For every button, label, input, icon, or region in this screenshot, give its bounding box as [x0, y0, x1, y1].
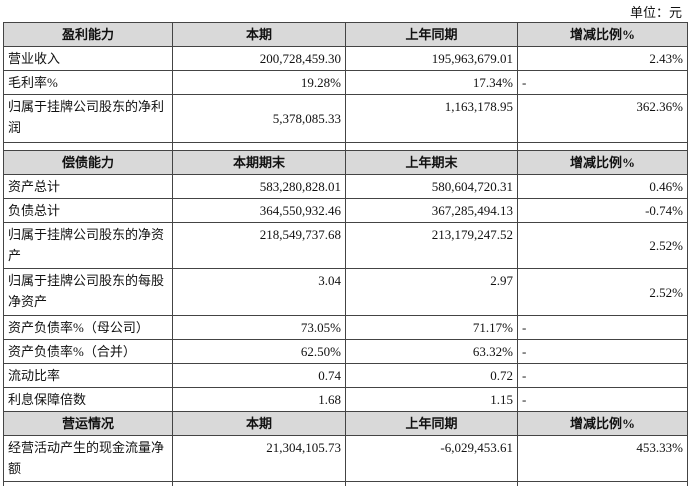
value-cell: - — [517, 70, 688, 95]
spacer-cell — [172, 481, 346, 486]
financial-table: 盈利能力 本期 上年同期 增减比例% 营业收入 200,728,459.30 195,963… — [3, 22, 688, 486]
header-cell: 增减比例% — [517, 411, 688, 436]
value-cell: 2.97 — [345, 268, 518, 316]
data-row: 负债总计 364,550,932.46 367,285,494.13 -0.74% — [3, 198, 688, 223]
data-row: 利息保障倍数 1.68 1.15- — [3, 387, 688, 412]
spacer-cell — [3, 142, 173, 151]
header-cell: 偿债能力 — [3, 150, 173, 175]
value-cell: - — [517, 339, 688, 364]
value-cell: 19.28% — [172, 70, 346, 95]
section-header-row: 偿债能力 本期期末 上年期末 增减比例% — [3, 150, 688, 175]
spacer-cell — [517, 481, 688, 486]
value-cell: 218,549,737.68 — [172, 222, 346, 269]
value-cell: 0.72 — [345, 363, 518, 388]
header-cell: 上年同期 — [345, 22, 518, 47]
value-cell: 1,163,178.95 — [345, 94, 518, 143]
row-label: 毛利率% — [3, 70, 173, 95]
row-label: 资产负债率%（母公司） — [3, 315, 173, 340]
data-row: 毛利率% 19.28% 17.34% - — [3, 70, 688, 95]
value-cell: - — [517, 315, 688, 340]
row-label: 资产总计 — [3, 174, 173, 199]
value-cell: 0.46% — [517, 174, 688, 199]
header-cell: 营运情况 — [3, 411, 173, 436]
page: 单位：元 盈利能力 本期 上年同期 增减比例% 营业收入 200,728,459.30 19… — [3, 5, 688, 486]
spacer-cell — [345, 142, 518, 151]
value-cell: - — [517, 387, 688, 412]
value-cell: 1.15 — [345, 387, 518, 412]
header-cell: 本期期末 — [172, 150, 346, 175]
row-label: 归属于挂牌公司股东的净资产 — [3, 222, 173, 269]
value-cell: 73.05% — [172, 315, 346, 340]
value-cell: 5,378,085.33 — [172, 94, 346, 143]
spacer-cell — [517, 142, 688, 151]
data-row: 归属于挂牌公司股东的净利润 5,378,085.33 1,163,178.95 362… — [3, 94, 688, 143]
value-cell: 63.32% — [345, 339, 518, 364]
value-cell: 3.04 — [172, 268, 346, 316]
value-cell: 2.52% — [517, 268, 688, 316]
data-row: 经营活动产生的现金流量净额 21,304,105.73 -6,029,453.61 4… — [3, 435, 688, 482]
value-cell: 200,728,459.30 — [172, 46, 346, 71]
data-row: 资产负债率%（合并） 62.50% 63.32% - — [3, 339, 688, 364]
value-cell: 195,963,679.01 — [345, 46, 518, 71]
value-cell: 2.43% — [517, 46, 688, 71]
header-cell: 盈利能力 — [3, 22, 173, 47]
value-cell: 583,280,828.01 — [172, 174, 346, 199]
header-cell: 本期 — [172, 22, 346, 47]
data-row: 归属于挂牌公司股东的每股净资产 3.04 2.97 2.52% — [3, 268, 688, 316]
spacer-cell — [3, 481, 173, 486]
value-cell: 0.74 — [172, 363, 346, 388]
row-label: 负债总计 — [3, 198, 173, 223]
row-label: 归属于挂牌公司股东的每股净资产 — [3, 268, 173, 316]
value-cell: 21,304,105.73 — [172, 435, 346, 482]
row-label: 流动比率 — [3, 363, 173, 388]
value-cell: - — [517, 363, 688, 388]
header-cell: 本期 — [172, 411, 346, 436]
value-cell: 1.68 — [172, 387, 346, 412]
value-cell: 62.50% — [172, 339, 346, 364]
row-label: 经营活动产生的现金流量净额 — [3, 435, 173, 482]
value-cell: 17.34% — [345, 70, 518, 95]
value-cell: 367,285,494.13 — [345, 198, 518, 223]
data-row: 归属于挂牌公司股东的净资产 218,549,737.68 213,179,247.5… — [3, 222, 688, 269]
value-cell: 2.52% — [517, 222, 688, 269]
row-label: 营业收入 — [3, 46, 173, 71]
spacer-cell — [345, 481, 518, 486]
header-cell: 上年同期 — [345, 411, 518, 436]
spacer-cell — [172, 142, 346, 151]
value-cell: 364,550,932.46 — [172, 198, 346, 223]
unit-label: 单位：元 — [629, 5, 682, 20]
value-cell: 362.36% — [517, 94, 688, 143]
data-row: 资产负债率%（母公司） 73.05% 71.17% - — [3, 315, 688, 340]
header-cell: 增减比例% — [517, 22, 688, 47]
row-label: 资产负债率%（合并） — [3, 339, 173, 364]
row-label: 利息保障倍数 — [3, 387, 173, 412]
data-row: 资产总计 583,280,828.01 580,604,720.31 0.46% — [3, 174, 688, 199]
value-cell: 580,604,720.31 — [345, 174, 518, 199]
spacer-row — [3, 481, 688, 486]
value-cell: 213,179,247.52 — [345, 222, 518, 269]
section-header-row: 营运情况 本期 上年同期 增减比例% — [3, 411, 688, 436]
header-cell: 上年期末 — [345, 150, 518, 175]
data-row: 营业收入 200,728,459.30 195,963,679.01 2.43% — [3, 46, 688, 71]
value-cell: -0.74% — [517, 198, 688, 223]
spacer-row — [3, 142, 688, 151]
data-row: 流动比率 0.74 0.72- — [3, 363, 688, 388]
value-cell: -6,029,453.61 — [345, 435, 518, 482]
value-cell: 71.17% — [345, 315, 518, 340]
header-cell: 增减比例% — [517, 150, 688, 175]
value-cell: 453.33% — [517, 435, 688, 482]
row-label: 归属于挂牌公司股东的净利润 — [3, 94, 173, 143]
section-header-row: 盈利能力 本期 上年同期 增减比例% — [3, 22, 688, 47]
